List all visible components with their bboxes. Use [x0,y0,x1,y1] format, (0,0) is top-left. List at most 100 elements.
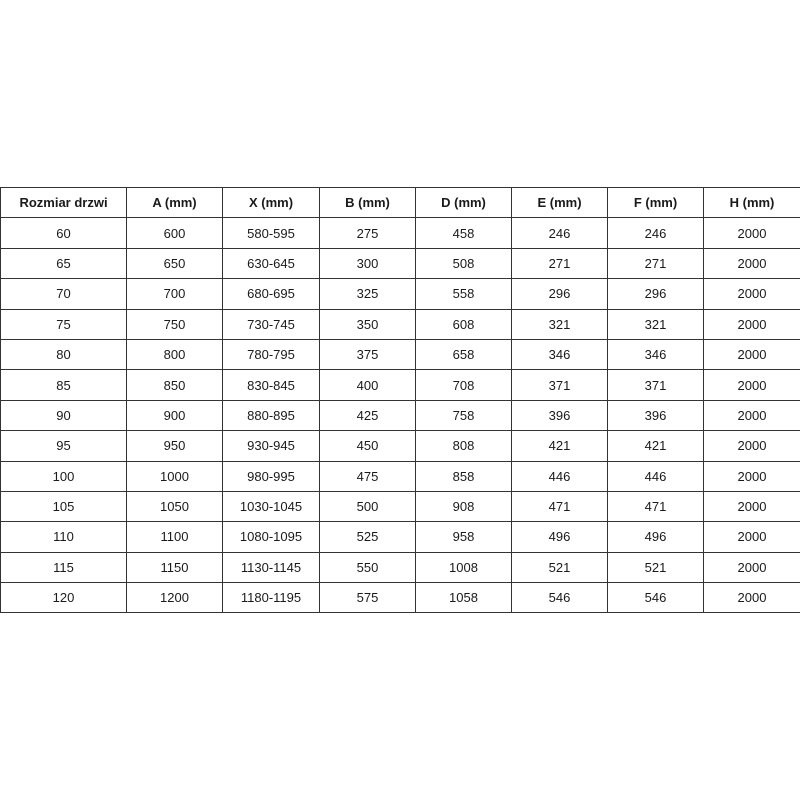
table-cell: 450 [319,430,416,462]
table-cell: 680-695 [222,278,320,310]
table-cell: 110 [0,521,127,553]
table-cell: 2000 [703,308,800,340]
table-cell: 730-745 [222,308,320,340]
table-cell: 500 [319,490,416,523]
table-cell: 496 [511,521,608,553]
table-cell: 2000 [703,399,800,432]
table-row: 85 850 830-845 400 708 371 371 2000 [0,369,800,401]
table-row: 65 650 630-645 300 508 271 271 2000 [0,247,800,280]
table-cell: 85 [0,369,127,401]
table-cell: 246 [511,217,608,249]
table-cell: 296 [607,278,704,310]
table-cell: 80 [0,338,127,371]
table-row: 105 1050 1030-1045 500 908 471 471 2000 [0,490,800,523]
table-cell: 930-945 [222,430,320,462]
table-cell: 496 [607,521,704,553]
column-header: D (mm) [415,186,512,219]
table-cell: 321 [511,308,608,340]
table-cell: 546 [607,582,704,614]
table-cell: 105 [0,490,127,523]
table-cell: 75 [0,308,127,340]
table-row: 75 750 730-745 350 608 321 321 2000 [0,308,800,340]
table-cell: 758 [415,399,512,432]
table-cell: 546 [511,582,608,614]
table-cell: 458 [415,217,512,249]
table-cell: 2000 [703,430,800,462]
table-cell: 658 [415,338,512,371]
table-row: 120 1200 1180-1195 575 1058 546 546 2000 [0,582,800,614]
table-cell: 2000 [703,278,800,310]
table-cell: 575 [319,582,416,614]
table-cell: 350 [319,308,416,340]
table-row: 110 1100 1080-1095 525 958 496 496 2000 [0,521,800,553]
table-cell: 750 [126,308,223,340]
table-cell: 630-645 [222,247,320,280]
dimensions-table: Rozmiar drzwi A (mm) X (mm) B (mm) D (mm) E (… [0,186,800,614]
table-cell: 2000 [703,551,800,584]
table-cell: 2000 [703,521,800,553]
table-cell: 421 [607,430,704,462]
table-row: 115 1150 1130-1145 550 1008 521 521 2000 [0,551,800,584]
table-cell: 346 [607,338,704,371]
table-cell: 558 [415,278,512,310]
table-cell: 830-845 [222,369,320,401]
table-cell: 1058 [415,582,512,614]
table-cell: 2000 [703,369,800,401]
table-cell: 425 [319,399,416,432]
table-cell: 2000 [703,460,800,492]
table-row: 80 800 780-795 375 658 346 346 2000 [0,338,800,371]
table-cell: 1100 [126,521,223,553]
table-cell: 371 [607,369,704,401]
table-cell: 471 [607,490,704,523]
table-cell: 296 [511,278,608,310]
table-cell: 858 [415,460,512,492]
table-cell: 1050 [126,490,223,523]
table-cell: 521 [511,551,608,584]
table-cell: 521 [607,551,704,584]
table-cell: 958 [415,521,512,553]
table-cell: 2000 [703,217,800,249]
table-cell: 550 [319,551,416,584]
table-cell: 446 [607,460,704,492]
table-cell: 275 [319,217,416,249]
table-cell: 321 [607,308,704,340]
table-row: 90 900 880-895 425 758 396 396 2000 [0,399,800,432]
column-header: F (mm) [607,186,704,219]
table-cell: 246 [607,217,704,249]
column-header: B (mm) [319,186,416,219]
table-cell: 396 [511,399,608,432]
table-cell: 1130-1145 [222,551,320,584]
table-cell: 346 [511,338,608,371]
table-cell: 325 [319,278,416,310]
table-cell: 400 [319,369,416,401]
table-cell: 396 [607,399,704,432]
table-cell: 1030-1045 [222,490,320,523]
table-cell: 1000 [126,460,223,492]
table-cell: 2000 [703,247,800,280]
table-cell: 1200 [126,582,223,614]
table-cell: 1180-1195 [222,582,320,614]
table-cell: 90 [0,399,127,432]
table-row: 100 1000 980-995 475 858 446 446 2000 [0,460,800,492]
table-cell: 95 [0,430,127,462]
table-cell: 421 [511,430,608,462]
table-cell: 800 [126,338,223,371]
table-cell: 525 [319,521,416,553]
table-header-row: Rozmiar drzwi A (mm) X (mm) B (mm) D (mm) E (… [0,186,800,219]
column-header: X (mm) [222,186,320,219]
table-cell: 600 [126,217,223,249]
column-header: H (mm) [703,186,800,219]
table-cell: 271 [607,247,704,280]
table-cell: 475 [319,460,416,492]
table-cell: 120 [0,582,127,614]
table-cell: 908 [415,490,512,523]
table-cell: 708 [415,369,512,401]
table-row: 70 700 680-695 325 558 296 296 2000 [0,278,800,310]
table-cell: 2000 [703,582,800,614]
table-cell: 1150 [126,551,223,584]
table-cell: 608 [415,308,512,340]
table-cell: 850 [126,369,223,401]
table-cell: 2000 [703,338,800,371]
table-cell: 271 [511,247,608,280]
table-cell: 650 [126,247,223,280]
